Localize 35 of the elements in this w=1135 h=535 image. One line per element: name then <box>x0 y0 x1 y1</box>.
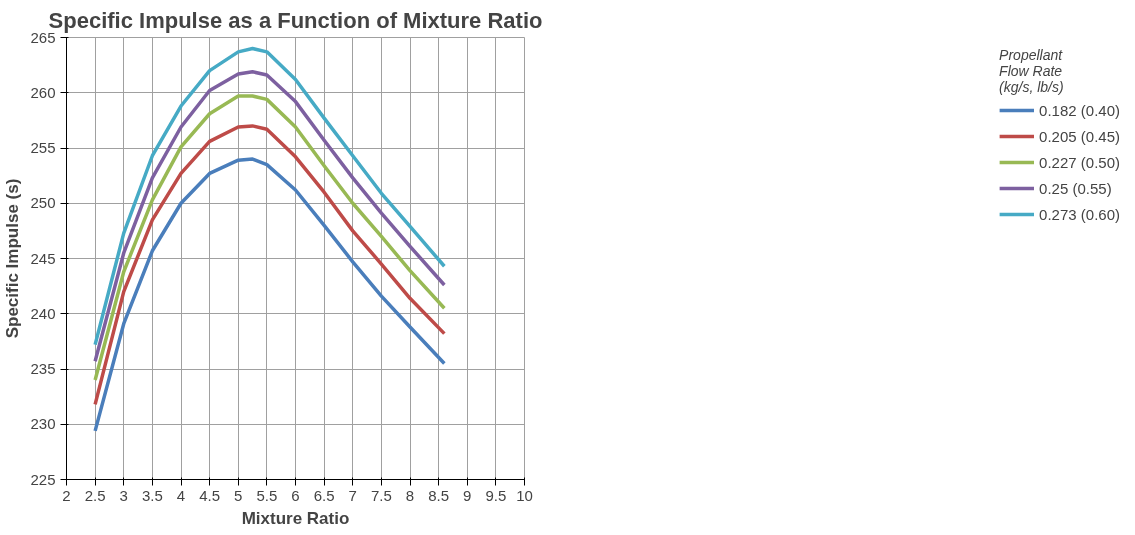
x-tick-label: 10 <box>516 486 533 504</box>
x-tick-label: 9.5 <box>485 486 507 504</box>
y-tick-label: 260 <box>30 83 56 101</box>
x-tick-label: 6 <box>291 486 300 504</box>
y-tick-label: 250 <box>30 194 56 212</box>
legend-label: 0.205 (0.45) <box>1039 127 1120 145</box>
x-tick-label: 3.5 <box>141 486 163 504</box>
x-tick-label: 7.5 <box>370 486 392 504</box>
x-tick-label: 6.5 <box>313 486 335 504</box>
x-tick-label: 2.5 <box>84 486 106 504</box>
x-axis-title: Mixture Ratio <box>241 508 350 528</box>
y-tick-label: 240 <box>30 304 56 322</box>
y-tick-label: 235 <box>30 360 56 377</box>
line-series <box>93 124 447 407</box>
legend-title: Propellant Flow Rate (kg/s, lb/s) <box>999 47 1065 95</box>
x-tick-label: 8 <box>405 486 415 504</box>
legend-label: 0.182 (0.40) <box>1039 101 1120 119</box>
x-tick-label: 4.5 <box>199 486 221 504</box>
x-tick-label: 3 <box>119 486 128 504</box>
legend-label: 0.25 (0.55) <box>1039 179 1112 197</box>
x-tick-label: 5.5 <box>256 486 278 504</box>
x-tick-label: 5 <box>234 486 243 504</box>
x-tick-label: 4 <box>176 486 186 504</box>
x-tick-label: 9 <box>463 486 472 504</box>
line-series <box>93 157 447 433</box>
y-tick-label: 245 <box>30 249 56 267</box>
y-tick-label: 230 <box>30 415 56 433</box>
y-axis-title: Specific Impulse (s) <box>3 178 23 339</box>
x-tick-label: 8.5 <box>428 486 450 504</box>
y-tick-label: 225 <box>30 470 56 488</box>
legend-label: 0.227 (0.50) <box>1039 153 1120 171</box>
x-tick-label: 2 <box>62 486 71 504</box>
x-tick-label: 7 <box>348 486 357 504</box>
legend-label: 0.273 (0.60) <box>1039 205 1120 223</box>
y-tick-label: 255 <box>30 139 56 156</box>
